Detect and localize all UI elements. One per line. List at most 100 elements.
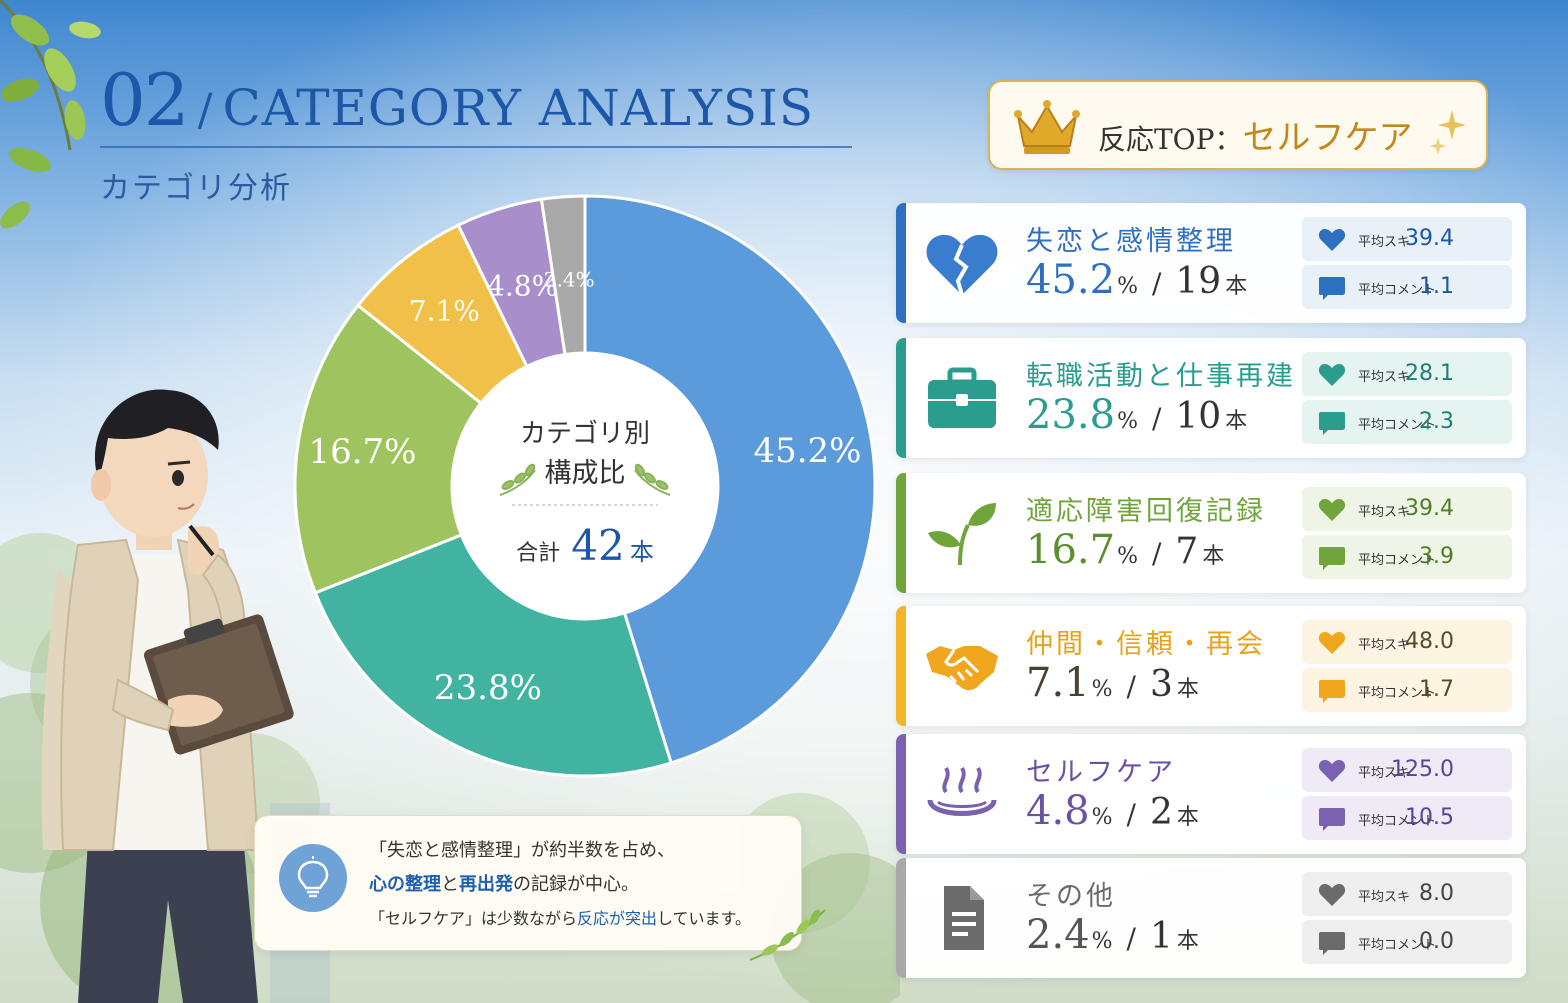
insight-box: 「失恋と感情整理」が約半数を占め、 心の整理と再出発の記録が中心。 「セルフケア… xyxy=(254,815,802,951)
avg-comments: 平均コメント 1.1 xyxy=(1302,265,1512,309)
insight-highlight-3: 反応が突出 xyxy=(577,909,658,928)
category-color-bar xyxy=(896,338,906,458)
stats-separator: / xyxy=(1126,798,1136,831)
insight-line-2: 心の整理と再出発の記録が中心。 xyxy=(369,868,789,902)
avg-comments-value: 0.0 xyxy=(1419,929,1454,954)
avg-comments-label: 平均コメント xyxy=(1358,553,1437,568)
page-title: 02/CATEGORY ANALYSIS xyxy=(100,58,814,142)
document-icon xyxy=(944,886,984,950)
donut-center-title-2: 構成比 xyxy=(545,458,626,489)
heart-icon xyxy=(1318,884,1346,906)
category-percent: 7.1 xyxy=(1026,660,1090,706)
avg-comments-label: 平均コメント xyxy=(1358,938,1437,953)
avg-comments-value: 3.9 xyxy=(1419,544,1454,569)
lightbulb-icon xyxy=(279,844,347,912)
sparkle-icon xyxy=(1430,110,1466,154)
avg-likes-value: 125.0 xyxy=(1391,757,1454,782)
speech-bubble-icon xyxy=(1319,412,1345,435)
slice-label: 7.1% xyxy=(409,294,480,327)
category-card-friends: 仲間・信頼・再会 7.1% / 3 本 平均スキ 48.0 平均コメント 1.7 xyxy=(896,606,1526,726)
donut-center-title-1: カテゴリ別 xyxy=(520,419,650,449)
category-metrics: 平均スキ 28.1 平均コメント 2.3 xyxy=(1302,352,1512,448)
category-name: 適応障害回復記録 xyxy=(1026,496,1266,527)
donut-total-unit: 本 xyxy=(630,538,654,566)
hot-spring-icon xyxy=(927,766,997,816)
avg-likes-label: 平均スキ xyxy=(1358,638,1411,653)
avg-likes: 平均スキ 39.4 xyxy=(1302,487,1512,531)
category-color-bar xyxy=(896,473,906,593)
avg-comments-value: 1.1 xyxy=(1419,274,1454,299)
category-percent: 4.8 xyxy=(1026,788,1090,834)
insight-line-3-start: 「セルフケア」は少数ながら xyxy=(369,909,578,928)
avg-comments-value: 10.5 xyxy=(1405,805,1454,830)
avg-likes-label: 平均スキ xyxy=(1358,505,1411,520)
category-card-selfcare: セルフケア 4.8% / 2 本 平均スキ 125.0 平均コメント 10.5 xyxy=(896,734,1526,854)
stats-separator: / xyxy=(1126,670,1136,703)
badge-text: 反応TOP：セルフケア xyxy=(1098,110,1412,159)
heart-icon xyxy=(1318,760,1346,782)
category-stats: 45.2% / 19 本 xyxy=(1026,257,1247,303)
category-stats: 7.1% / 3 本 xyxy=(1026,660,1199,706)
donut-center-disc xyxy=(452,353,718,619)
count-unit: 本 xyxy=(1176,677,1199,702)
category-metrics: 平均スキ 39.4 平均コメント 3.9 xyxy=(1302,487,1512,583)
heart-icon xyxy=(1318,632,1346,654)
category-count: 3 xyxy=(1149,664,1173,705)
percent-sign: % xyxy=(1091,805,1113,830)
insight-highlight-1: 心の整理 xyxy=(369,874,441,895)
insight-highlight-2: 再出発 xyxy=(459,874,513,895)
speech-bubble-icon xyxy=(1319,277,1345,300)
donut-total: 合計 42 本 xyxy=(516,521,654,570)
category-count: 1 xyxy=(1149,916,1173,957)
avg-comments-label: 平均コメント xyxy=(1358,283,1437,298)
category-name: 転職活動と仕事再建 xyxy=(1026,361,1296,392)
category-color-bar xyxy=(896,203,906,323)
count-unit: 本 xyxy=(1176,929,1199,954)
percent-sign: % xyxy=(1117,274,1138,299)
broken-heart-icon xyxy=(926,234,998,296)
category-metrics: 平均スキ 39.4 平均コメント 1.1 xyxy=(1302,217,1512,313)
avg-likes-value: 39.4 xyxy=(1405,226,1454,251)
speech-bubble-icon xyxy=(1319,932,1345,955)
category-count: 19 xyxy=(1175,261,1222,302)
insight-line-1: 「失恋と感情整理」が約半数を占め、 xyxy=(369,840,675,861)
person-illustration xyxy=(41,389,294,1003)
stats-separator: / xyxy=(1151,402,1162,435)
category-count: 2 xyxy=(1149,792,1173,833)
handshake-icon xyxy=(926,646,998,691)
avg-likes: 平均スキ 8.0 xyxy=(1302,872,1512,916)
badge-value: セルフケア xyxy=(1242,118,1413,158)
avg-likes: 平均スキ 125.0 xyxy=(1302,748,1512,792)
avg-comments-value: 2.3 xyxy=(1419,409,1454,434)
slice-label: 45.2% xyxy=(753,431,861,471)
avg-comments-label: 平均コメント xyxy=(1358,814,1437,829)
avg-likes-label: 平均スキ xyxy=(1358,370,1411,385)
category-metrics: 平均スキ 48.0 平均コメント 1.7 xyxy=(1302,620,1512,716)
donut-total-label: 合計 xyxy=(516,541,560,566)
speech-bubble-icon xyxy=(1319,547,1345,570)
category-percent: 45.2 xyxy=(1026,257,1116,303)
avg-likes-value: 48.0 xyxy=(1405,629,1454,654)
avg-comments: 平均コメント 10.5 xyxy=(1302,796,1512,840)
category-name: 仲間・信頼・再会 xyxy=(1026,629,1266,660)
title-slash: / xyxy=(197,85,213,136)
category-card-career: 転職活動と仕事再建 23.8% / 10 本 平均スキ 28.1 平均コメント 2.3 xyxy=(896,338,1526,458)
category-stats: 2.4% / 1 本 xyxy=(1026,912,1199,958)
count-unit: 本 xyxy=(1176,805,1199,830)
avg-likes-value: 28.1 xyxy=(1405,361,1454,386)
stats-separator: / xyxy=(1151,537,1162,570)
avg-likes: 平均スキ 28.1 xyxy=(1302,352,1512,396)
insight-line-3: 「セルフケア」は少数ながら反応が突出しています。 xyxy=(369,902,789,936)
category-name: その他 xyxy=(1026,881,1116,912)
category-percent: 2.4 xyxy=(1026,912,1090,958)
category-name: 失恋と感情整理 xyxy=(1026,226,1236,257)
count-unit: 本 xyxy=(1225,409,1248,434)
leaves-decoration xyxy=(0,0,101,229)
speech-bubble-icon xyxy=(1319,680,1345,703)
avg-likes-value: 8.0 xyxy=(1419,881,1454,906)
category-metrics: 平均スキ 8.0 平均コメント 0.0 xyxy=(1302,872,1512,968)
count-unit: 本 xyxy=(1225,274,1248,299)
category-stats: 23.8% / 10 本 xyxy=(1026,392,1247,438)
category-card-heartbreak: 失恋と感情整理 45.2% / 19 本 平均スキ 39.4 平均コメント 1.1 xyxy=(896,203,1526,323)
avg-likes: 平均スキ 39.4 xyxy=(1302,217,1512,261)
